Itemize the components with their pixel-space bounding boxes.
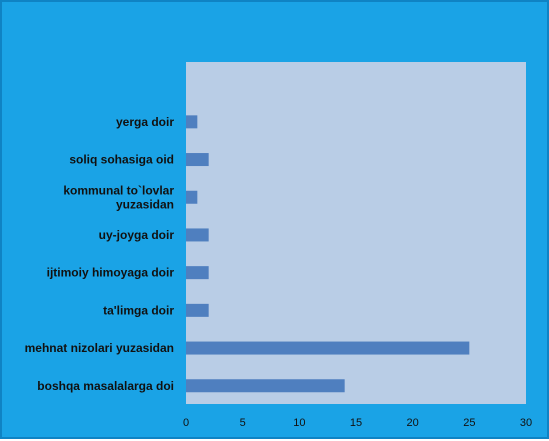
category-label: boshqa masalalarga doi <box>37 379 174 393</box>
category-label: soliq sohasiga oid <box>69 153 174 167</box>
bar-7 <box>186 341 470 355</box>
category-label: mehnat nizolari yuzasidan <box>25 341 174 355</box>
category-label: ijtimoiy himoyaga doir <box>47 266 175 280</box>
bar-6 <box>186 303 209 317</box>
bar-8 <box>186 379 345 393</box>
x-tick-label: 0 <box>183 417 189 429</box>
category-label: ta'limga doir <box>103 303 174 317</box>
x-tick-label: 10 <box>293 417 305 429</box>
x-tick-label: 5 <box>240 417 246 429</box>
category-label: uy-joyga doir <box>99 228 175 242</box>
bar-2 <box>186 153 209 167</box>
x-tick-label: 15 <box>350 417 362 429</box>
bars-group <box>186 115 470 393</box>
bar-1 <box>186 115 198 129</box>
tick-labels-group: 0 5 10 15 20 25 30 <box>183 417 532 429</box>
bar-3 <box>186 190 198 204</box>
x-tick-label: 30 <box>520 417 532 429</box>
category-label: kommunal to`lovlar yuzasidan <box>63 183 174 211</box>
bar-5 <box>186 266 209 280</box>
bar-4 <box>186 228 209 242</box>
x-tick-label: 20 <box>407 417 419 429</box>
category-labels-group: yerga doir soliq sohasiga oid kommunal to`… <box>25 115 175 393</box>
x-tick-label: 25 <box>463 417 475 429</box>
category-label: yerga doir <box>116 115 174 129</box>
